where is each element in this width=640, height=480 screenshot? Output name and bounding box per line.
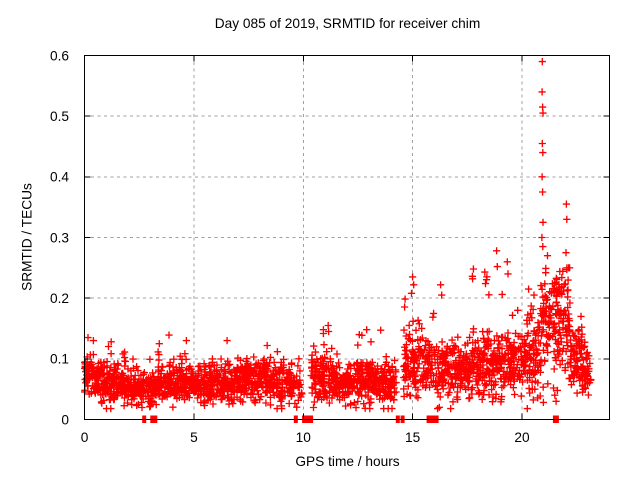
x-tick-label: 5 bbox=[190, 430, 198, 445]
y-tick-labels: 0 0.1 0.2 0.3 0.4 0.5 0.6 bbox=[50, 48, 69, 427]
x-tick-label: 10 bbox=[296, 430, 312, 445]
x-tick-label: 0 bbox=[81, 430, 89, 445]
y-tick-label: 0.2 bbox=[50, 291, 69, 306]
y-tick-label: 0.5 bbox=[50, 109, 69, 124]
x-tick-labels: 0 5 10 15 20 bbox=[81, 430, 530, 445]
x-tick-label: 15 bbox=[405, 430, 421, 445]
y-tick-label: 0 bbox=[61, 412, 69, 427]
y-tick-label: 0.4 bbox=[50, 170, 69, 185]
x-axis-label: GPS time / hours bbox=[295, 454, 400, 469]
y-tick-label: 0.3 bbox=[50, 230, 69, 245]
x-tick-label: 20 bbox=[514, 430, 530, 445]
grid-lines bbox=[84, 55, 610, 420]
chart-title: Day 085 of 2019, SRMTID for receiver chi… bbox=[214, 16, 481, 31]
y-axis-label: SRMTID / TECUs bbox=[19, 183, 35, 291]
y-tick-label: 0.6 bbox=[50, 48, 69, 63]
scatter-points bbox=[81, 58, 595, 413]
plot-frame-and-ticks bbox=[84, 55, 610, 420]
y-tick-label: 0.1 bbox=[50, 352, 69, 367]
